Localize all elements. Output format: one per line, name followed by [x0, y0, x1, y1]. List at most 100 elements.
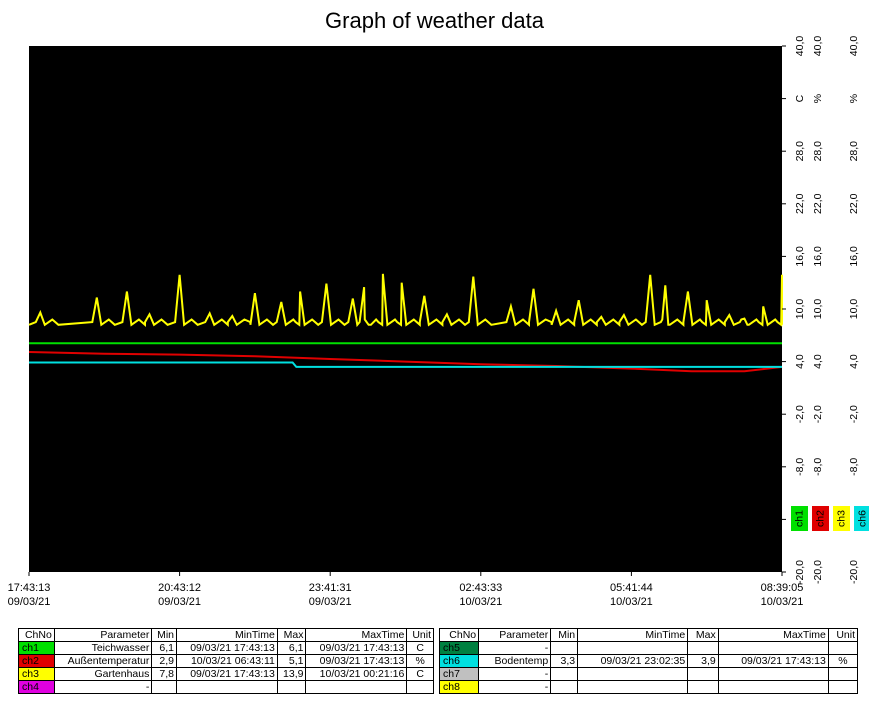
max-cell: 5,1	[276, 654, 307, 668]
y-tick-label: 4,0	[848, 354, 860, 369]
table-header-row: ChNo Parameter Min MinTime Max MaxTime Unit	[438, 628, 859, 642]
column-header: ChNo	[438, 628, 480, 642]
maxtime-cell	[305, 680, 408, 694]
unit-cell: C	[406, 641, 434, 655]
y-tick-label: 28,0	[794, 141, 806, 162]
min-cell: 2,9	[151, 654, 178, 668]
legend-swatch-ch2	[812, 506, 829, 531]
y-tick-label: 4,0	[812, 354, 824, 369]
y-tick-label: C	[794, 94, 806, 102]
mintime-cell: 09/03/21 17:43:13	[176, 641, 278, 655]
x-tick-time: 08:39:05	[761, 582, 804, 594]
table-row: ch4-	[18, 680, 434, 694]
table-row: ch2 Außentemperatur 2,9 10/03/21 06:43:11 5,…	[18, 654, 434, 668]
parameter-cell: Außentemperatur	[53, 654, 153, 668]
column-header: Unit	[827, 628, 859, 642]
legend-swatch-ch6	[854, 506, 869, 531]
table-row: ch5-	[438, 641, 859, 655]
unit-cell	[827, 641, 859, 655]
channel-table-right: ChNo Parameter Min MinTime Max MaxTime Unit ch…	[438, 628, 859, 694]
y-tick-label: -8,0	[848, 458, 860, 476]
x-tick-date: 09/03/21	[309, 596, 352, 608]
y-tick-label: -8,0	[812, 458, 824, 476]
y-tick-label: -20,0	[848, 560, 860, 584]
maxtime-cell: 09/03/21 17:43:13	[305, 641, 408, 655]
maxtime-cell	[717, 667, 829, 681]
series-line-ch2	[28, 351, 783, 373]
channel-cell: ch1	[18, 641, 55, 655]
column-header: Min	[151, 628, 178, 642]
y-tick-label: -2,0	[812, 405, 824, 423]
column-header: MinTime	[577, 628, 689, 642]
y-tick-label: 40,0	[848, 36, 860, 57]
maxtime-cell: 09/03/21 17:43:13	[305, 654, 408, 668]
x-tick-time: 17:43:13	[8, 582, 51, 594]
maxtime-cell	[717, 641, 829, 655]
max-cell: 13,9	[276, 667, 307, 681]
table-row: ch6 Bodentemp 3,3 09/03/21 23:02:35 3,9 09/03…	[438, 654, 859, 668]
x-tick-date: 10/03/21	[459, 596, 502, 608]
min-cell	[151, 680, 178, 694]
y-tick-label: -2,0	[848, 405, 860, 423]
min-cell	[550, 641, 579, 655]
parameter-cell: -	[478, 641, 552, 655]
x-tick-time: 02:43:33	[459, 582, 502, 594]
mintime-cell	[176, 680, 278, 694]
channel-cell: ch8	[438, 680, 480, 694]
chart: 40,0 C 28,0 22,0 16,0 10,0 4,0 -2,0 -8,0 -20,0 40,…	[8, 36, 869, 608]
y-tick-label: 4,0	[794, 354, 806, 369]
column-header: MinTime	[176, 628, 278, 642]
maxtime-cell	[717, 680, 829, 694]
y-tick-label: -2,0	[794, 405, 806, 423]
mintime-cell: 09/03/21 23:02:35	[577, 654, 689, 668]
min-cell: 3,3	[550, 654, 579, 668]
y-tick-label: 10,0	[848, 299, 860, 320]
series-line-ch3	[28, 273, 783, 328]
unit-cell	[827, 680, 859, 694]
legend-swatch-ch3	[833, 506, 850, 531]
y-tick-label: %	[812, 94, 824, 103]
chart-title: Graph of weather data	[325, 8, 544, 33]
mintime-cell: 09/03/21 17:43:13	[176, 667, 278, 681]
channel-table-left: ChNo Parameter Min MinTime Max MaxTime Unit ch…	[18, 628, 434, 694]
max-cell: 6,1	[276, 641, 307, 655]
column-header: Min	[550, 628, 579, 642]
y-tick-label: 16,0	[848, 246, 860, 267]
channel-cell: ch5	[438, 641, 480, 655]
column-header: MaxTime	[717, 628, 829, 642]
column-header: MaxTime	[305, 628, 408, 642]
column-header: Max	[687, 628, 719, 642]
channel-cell: ch6	[438, 654, 480, 668]
maxtime-cell: 09/03/21 17:43:13	[717, 654, 829, 668]
parameter-cell: Teichwasser	[53, 641, 153, 655]
y-tick-label: 22,0	[794, 193, 806, 214]
mintime-cell	[577, 667, 689, 681]
y-tick-label: 40,0	[812, 36, 824, 57]
min-cell: 6,1	[151, 641, 178, 655]
max-cell	[687, 667, 719, 681]
legend-label-ch1: ch1	[794, 510, 806, 527]
table-row: ch1 Teichwasser 6,1 09/03/21 17:43:13 6,1 09/…	[18, 641, 434, 655]
y-tick-label: 10,0	[794, 299, 806, 320]
legend-label-ch3: ch3	[836, 510, 848, 527]
parameter-cell: Bodentemp	[478, 654, 552, 668]
x-tick-time: 20:43:12	[158, 582, 201, 594]
x-tick-date: 09/03/21	[158, 596, 201, 608]
table-row: ch3 Gartenhaus 7,8 09/03/21 17:43:13 13,9 10/…	[18, 667, 434, 681]
unit-cell	[406, 680, 434, 694]
parameter-cell: -	[478, 667, 552, 681]
legend-label-ch6: ch6	[857, 510, 869, 527]
channel-cell: ch2	[18, 654, 55, 668]
x-tick-time: 23:41:31	[309, 582, 352, 594]
y-tick-label: 22,0	[848, 193, 860, 214]
max-cell	[276, 680, 307, 694]
column-header: ChNo	[18, 628, 55, 642]
legend-swatch-ch1	[791, 506, 808, 531]
y-tick-label: 16,0	[794, 246, 806, 267]
y-tick-label: -20,0	[794, 560, 806, 584]
unit-cell: %	[827, 654, 859, 668]
y-tick-label: 10,0	[812, 299, 824, 320]
column-header: Parameter	[478, 628, 552, 642]
maxtime-cell: 10/03/21 00:21:16	[305, 667, 408, 681]
min-cell	[550, 680, 579, 694]
